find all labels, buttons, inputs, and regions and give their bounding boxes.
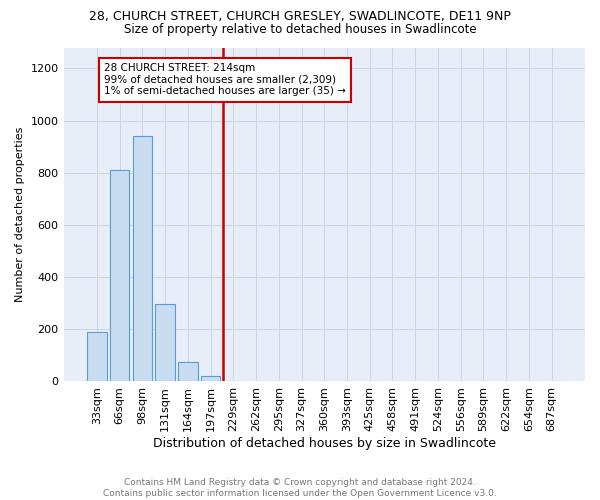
Bar <box>155 304 175 382</box>
Bar <box>201 376 220 382</box>
Text: 28 CHURCH STREET: 214sqm
99% of detached houses are smaller (2,309)
1% of semi-d: 28 CHURCH STREET: 214sqm 99% of detached… <box>104 63 346 96</box>
Text: Contains HM Land Registry data © Crown copyright and database right 2024.
Contai: Contains HM Land Registry data © Crown c… <box>103 478 497 498</box>
X-axis label: Distribution of detached houses by size in Swadlincote: Distribution of detached houses by size … <box>153 437 496 450</box>
Text: Size of property relative to detached houses in Swadlincote: Size of property relative to detached ho… <box>124 22 476 36</box>
Bar <box>133 136 152 382</box>
Text: 28, CHURCH STREET, CHURCH GRESLEY, SWADLINCOTE, DE11 9NP: 28, CHURCH STREET, CHURCH GRESLEY, SWADL… <box>89 10 511 23</box>
Bar <box>178 362 197 382</box>
Bar <box>87 332 107 382</box>
Bar <box>110 170 130 382</box>
Y-axis label: Number of detached properties: Number of detached properties <box>15 127 25 302</box>
